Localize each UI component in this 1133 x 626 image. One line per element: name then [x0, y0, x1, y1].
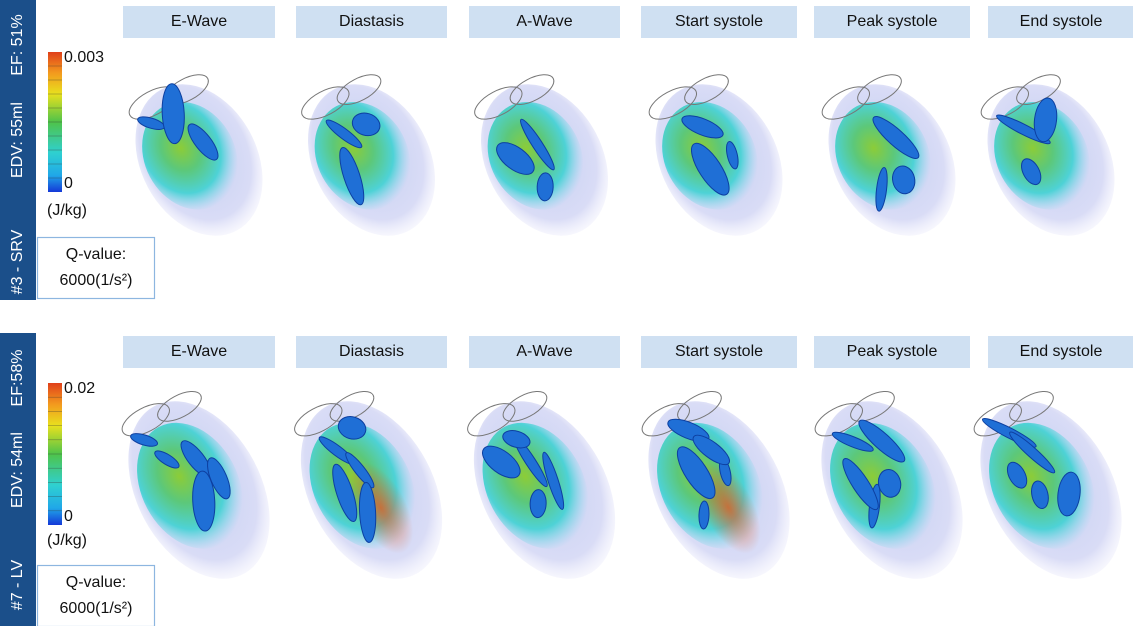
phase-label: End systole — [1020, 343, 1103, 360]
phase-label: A-Wave — [516, 13, 572, 30]
heart-render — [801, 59, 980, 258]
colorbar-unit: (J/kg) — [47, 202, 87, 219]
phase-label: Peak systole — [847, 343, 938, 360]
heart-render — [281, 59, 460, 258]
heart-render — [950, 373, 1133, 603]
phase-label: Diastasis — [339, 13, 404, 30]
heart-render — [270, 373, 471, 603]
colorbar-min: 0 — [64, 508, 73, 525]
colorbar-min: 0 — [64, 175, 73, 192]
phase-label: E-Wave — [171, 343, 227, 360]
side-label: EF: 51% — [9, 14, 26, 75]
heart-render — [618, 373, 819, 603]
colorbar-max: 0.02 — [64, 380, 95, 397]
phase-label: Diastasis — [339, 343, 404, 360]
side-label: EDV: 55ml — [9, 102, 26, 178]
colorbar-max: 0.003 — [64, 49, 104, 66]
phase-label: E-Wave — [171, 13, 227, 30]
phase-label: Start systole — [675, 343, 763, 360]
q-value: 6000(1/s²) — [60, 272, 133, 289]
heart-render — [791, 373, 992, 603]
heart-render — [454, 59, 633, 258]
q-value: 6000(1/s²) — [60, 600, 133, 617]
colorbar-unit: (J/kg) — [47, 532, 87, 549]
heart-render — [960, 59, 1133, 258]
side-label: EDV: 54ml — [9, 432, 26, 508]
vortex — [530, 489, 547, 518]
side-label: #3 - SRV — [9, 229, 26, 294]
q-label: Q-value: — [66, 574, 126, 591]
phase-label: A-Wave — [516, 343, 572, 360]
vortex — [537, 173, 554, 202]
q-label: Q-value: — [66, 246, 126, 263]
side-label: #7 - LV — [9, 559, 26, 610]
phase-label: End systole — [1020, 13, 1103, 30]
heart-render — [443, 373, 644, 603]
figure: #3 - SRV EDV: 55ml EF: 51% 0.003 0 (J/kg) Q-va… — [0, 0, 1133, 626]
heart-render — [108, 58, 288, 258]
heart-render — [628, 59, 807, 258]
phase-label: Peak systole — [847, 13, 938, 30]
phase-label: Start systole — [675, 13, 763, 30]
side-label: EF:58% — [9, 350, 26, 407]
